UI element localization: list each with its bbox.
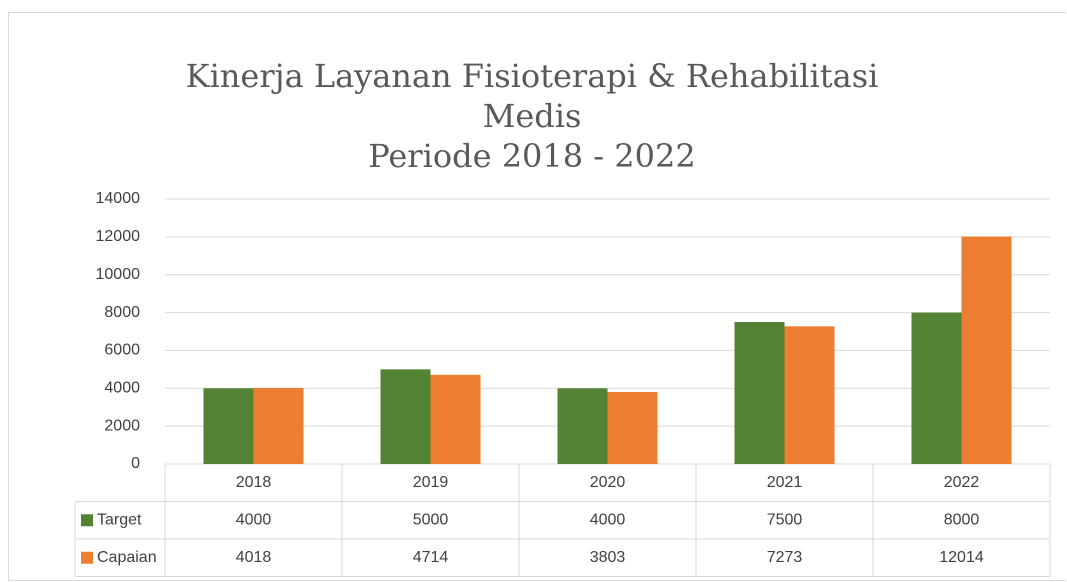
bar (380, 369, 431, 464)
table-value: 4018 (236, 549, 272, 566)
x-tick-label: 2019 (413, 474, 449, 491)
y-tick-label: 4000 (104, 380, 140, 397)
x-tick-label: 2022 (944, 474, 980, 491)
bar (430, 374, 481, 464)
chart-frame (8, 12, 1066, 581)
y-tick-label: 8000 (104, 304, 140, 321)
legend-label: Target (97, 511, 142, 528)
bar (253, 387, 304, 464)
bar (784, 326, 835, 464)
table-value: 5000 (413, 511, 449, 528)
y-tick-label: 12000 (96, 228, 141, 245)
legend-label: Capaian (97, 549, 157, 566)
y-tick-label: 2000 (104, 417, 140, 434)
table-value: 4000 (590, 511, 626, 528)
table-value: 12014 (939, 549, 984, 566)
bar (557, 388, 608, 464)
legend-swatch (81, 551, 93, 564)
x-tick-label: 2020 (590, 474, 626, 491)
bar (911, 312, 962, 464)
table-value: 8000 (944, 511, 980, 528)
table-value: 4714 (413, 549, 449, 566)
bar (607, 392, 658, 464)
table-value: 7500 (767, 511, 803, 528)
bar (203, 388, 254, 464)
table-value: 7273 (767, 549, 803, 566)
chart-title: Kinerja Layanan Fisioterapi & Rehabilita… (185, 57, 879, 135)
chart-subtitle: Periode 2018 - 2022 (368, 137, 696, 175)
x-tick-label: 2018 (236, 474, 272, 491)
y-tick-label: 0 (131, 455, 140, 472)
table-value: 3803 (590, 549, 626, 566)
x-tick-label: 2021 (767, 474, 803, 491)
bar (734, 322, 785, 464)
bar (961, 236, 1012, 464)
y-tick-label: 6000 (104, 342, 140, 359)
legend-swatch (81, 514, 93, 527)
y-tick-label: 14000 (96, 190, 141, 207)
y-tick-label: 10000 (96, 266, 141, 283)
table-value: 4000 (236, 511, 272, 528)
